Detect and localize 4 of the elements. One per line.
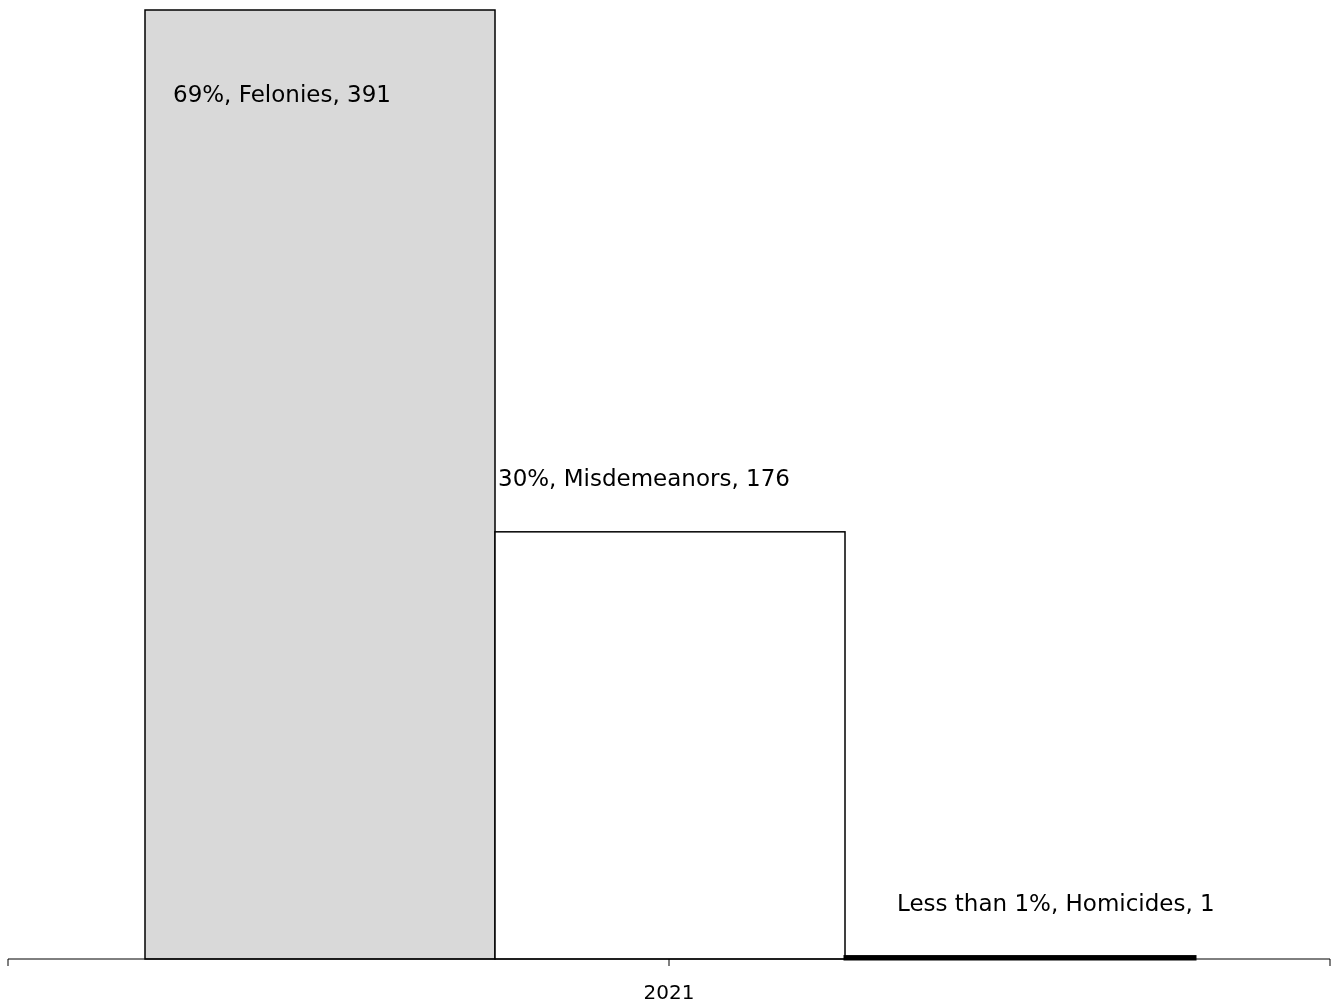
- x-axis-title: 2021: [643, 980, 695, 1004]
- data-label: 30%, Misdemeanors, 176: [498, 464, 790, 491]
- data-label: 69%, Felonies, 391: [173, 81, 391, 107]
- data-label: Less than 1%, Homicides, 1: [897, 889, 1215, 916]
